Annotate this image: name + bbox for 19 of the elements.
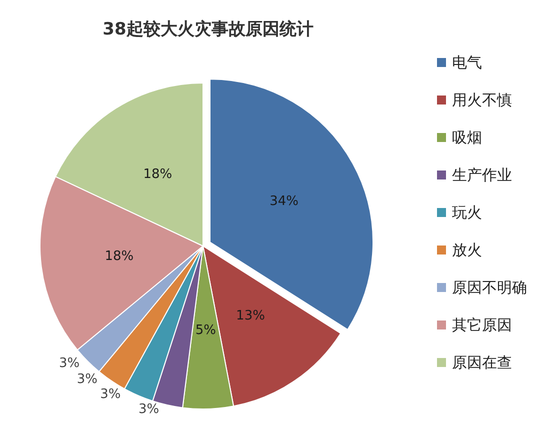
legend-label: 电气 (452, 54, 482, 72)
data-label: 5% (195, 322, 216, 338)
data-label: 18% (104, 249, 134, 264)
data-label: 3% (100, 387, 121, 402)
legend-label: 吸烟 (452, 128, 482, 146)
legend-label: 用火不慎 (452, 91, 512, 109)
legend-label: 其它原因 (452, 316, 512, 334)
legend-label: 放火 (452, 241, 482, 259)
data-label: 34% (270, 194, 299, 209)
chart-title: 38起较大火灾事故原因统计 (102, 20, 314, 40)
legend-label: 原因不明确 (452, 278, 527, 296)
legend-label: 玩火 (452, 204, 482, 222)
data-label: 18% (143, 167, 172, 182)
legend-label: 原因在查 (452, 354, 512, 372)
data-label: 3% (76, 372, 98, 387)
legend-label: 生产作业 (452, 166, 512, 184)
data-label: 3% (58, 356, 80, 371)
data-label: 3% (138, 402, 160, 417)
data-label: 13% (236, 308, 265, 324)
